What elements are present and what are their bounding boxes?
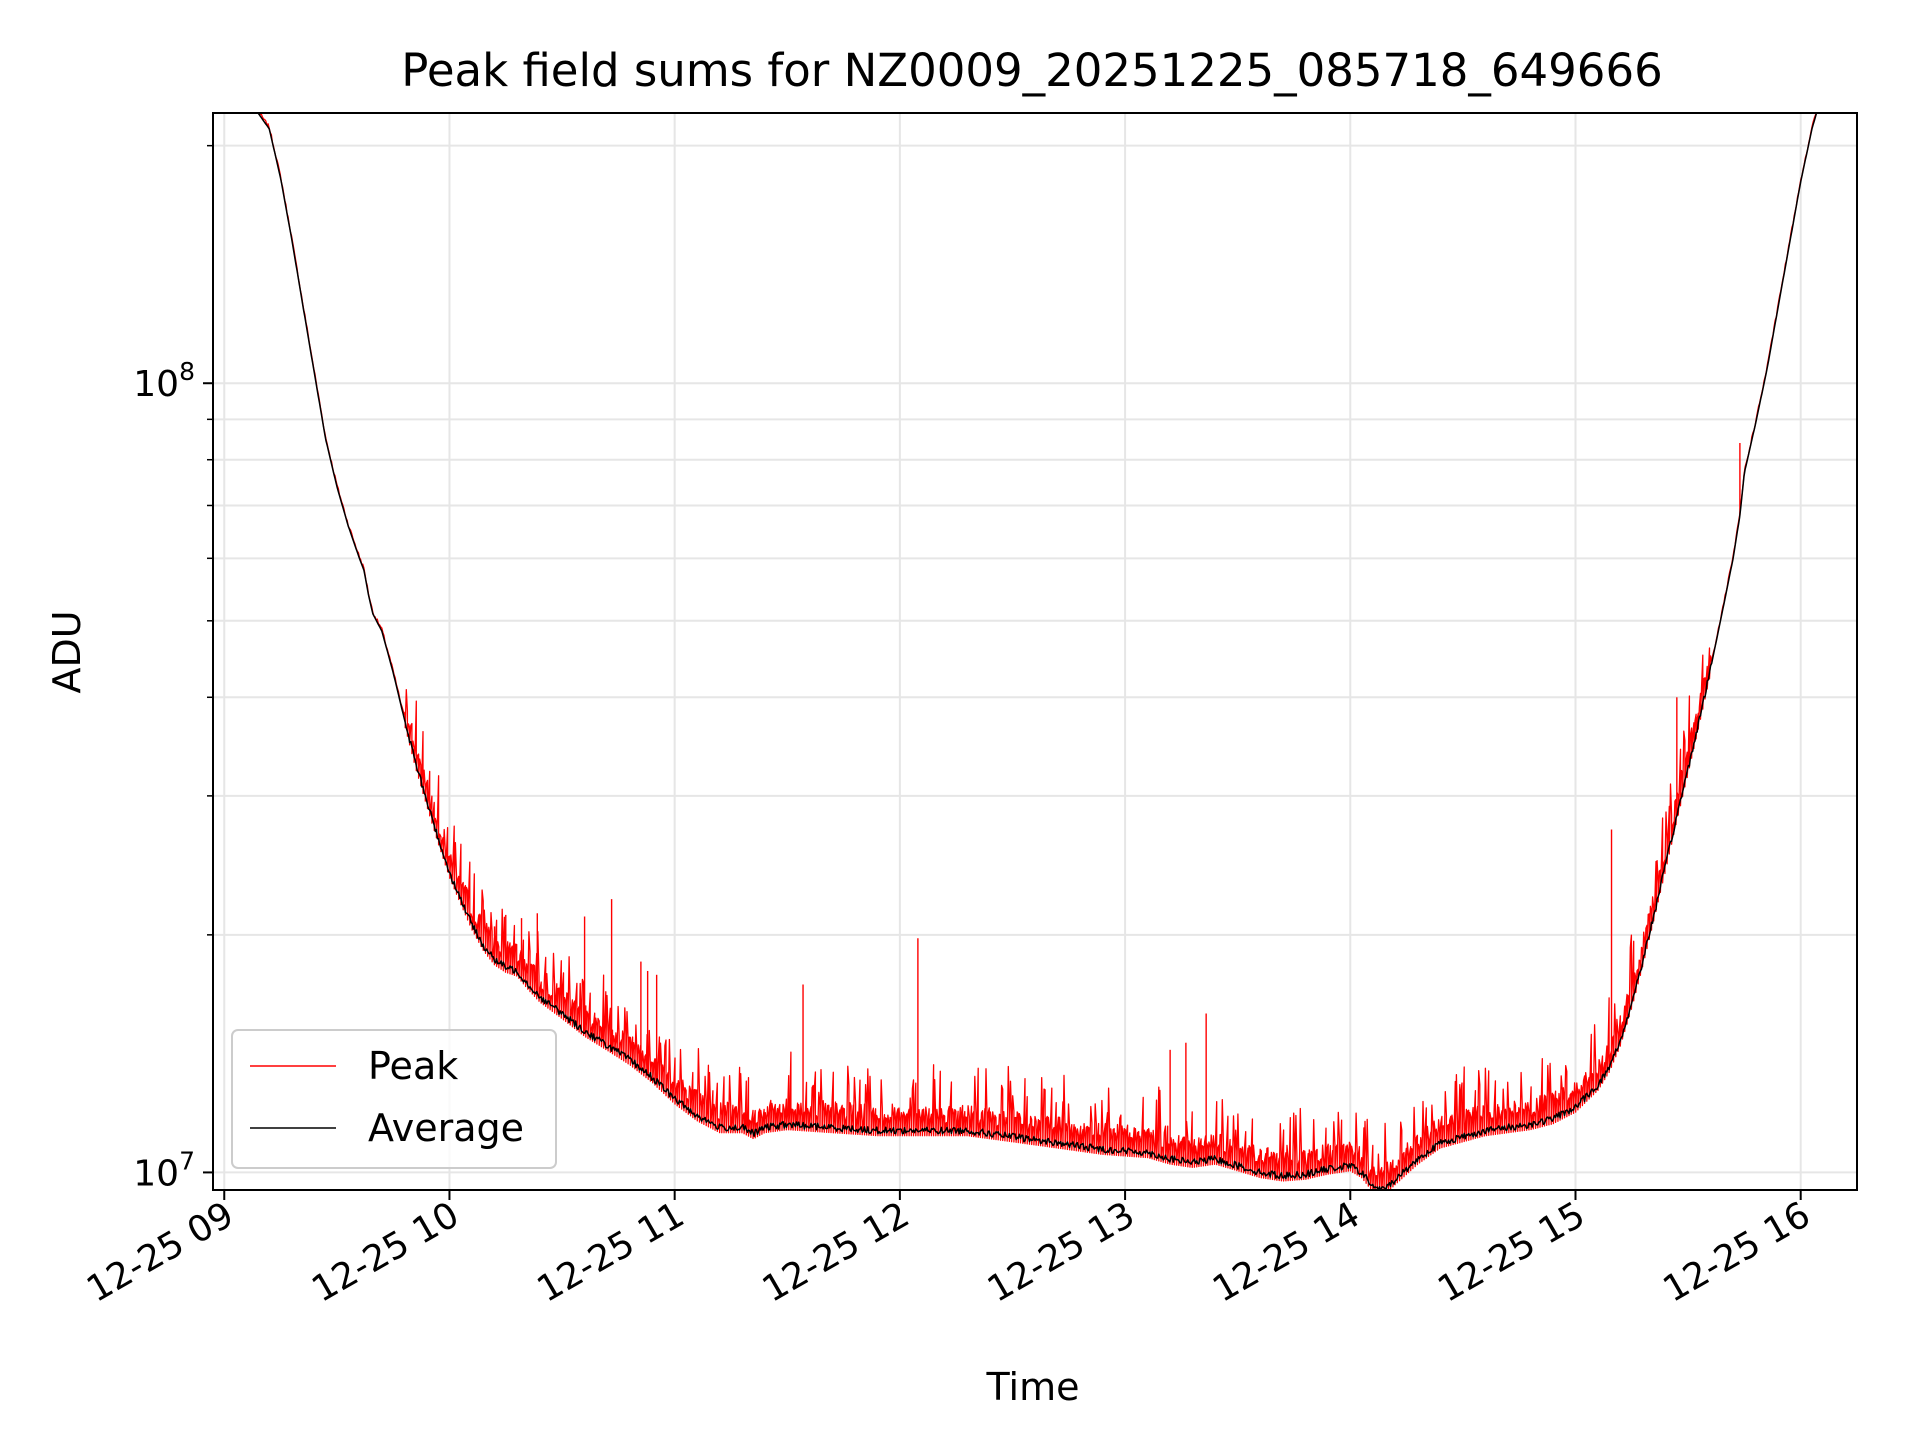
series-layer: [257, 113, 1818, 1190]
legend-label-peak: Peak: [368, 1044, 458, 1088]
plot-area: [213, 113, 1857, 1190]
y-tick-label: 108: [133, 357, 195, 405]
chart-title: Peak field sums for NZ0009_20251225_0857…: [401, 44, 1662, 97]
legend-box: [231, 1029, 557, 1169]
plot-frame: [212, 112, 1858, 1191]
x-axis-label: Time: [986, 1365, 1080, 1409]
legend: Peak Average: [231, 1029, 557, 1169]
peak-series-line: [258, 113, 1817, 1190]
average-series-line: [257, 113, 1818, 1190]
y-axis-label: ADU: [45, 610, 89, 693]
y-tick-label: 107: [133, 1146, 195, 1194]
legend-label-average: Average: [368, 1106, 524, 1150]
grid-lines: [213, 113, 1857, 1190]
